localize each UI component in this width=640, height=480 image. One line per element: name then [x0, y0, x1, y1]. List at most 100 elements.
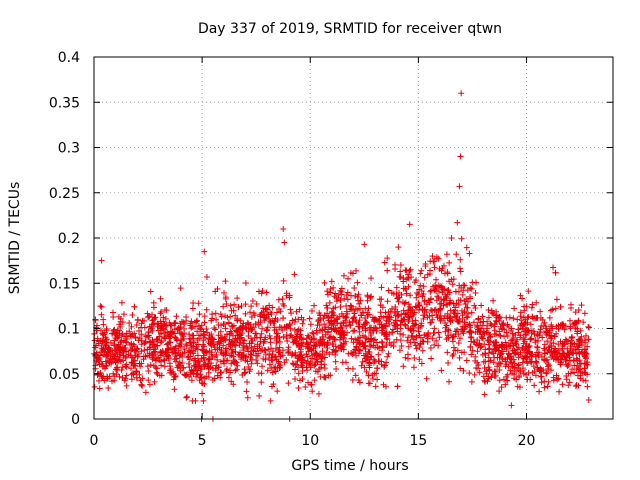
data-point — [260, 314, 267, 321]
data-point — [288, 332, 295, 339]
data-point — [317, 312, 324, 319]
data-point — [349, 318, 356, 325]
data-point — [415, 324, 422, 331]
data-point — [274, 333, 281, 340]
data-point — [218, 322, 225, 329]
data-point — [461, 349, 468, 356]
data-point — [468, 378, 475, 385]
data-point — [287, 306, 294, 313]
data-point — [367, 354, 374, 361]
data-point — [98, 345, 105, 352]
data-point — [478, 302, 485, 309]
data-point — [477, 319, 484, 326]
data-point — [240, 347, 247, 354]
data-point — [148, 311, 155, 318]
data-point — [113, 332, 120, 339]
data-point — [515, 354, 522, 361]
data-point — [110, 313, 117, 320]
data-point — [162, 315, 169, 322]
data-point — [292, 376, 299, 383]
data-point — [480, 373, 487, 380]
data-point — [503, 314, 510, 321]
data-point — [162, 329, 169, 336]
data-point — [498, 350, 505, 357]
data-point — [340, 272, 347, 279]
data-point — [244, 358, 251, 365]
data-point — [499, 344, 506, 351]
data-point — [117, 339, 124, 346]
data-point — [357, 312, 364, 319]
data-point — [575, 366, 582, 373]
data-point — [362, 345, 369, 352]
data-point — [445, 378, 452, 385]
data-point — [204, 362, 211, 369]
data-point — [447, 331, 454, 338]
data-point — [368, 353, 375, 360]
data-point — [474, 348, 481, 355]
data-point — [468, 351, 475, 358]
data-point — [397, 274, 404, 281]
data-point — [381, 362, 388, 369]
data-point — [440, 262, 447, 269]
data-point — [364, 297, 371, 304]
data-point — [307, 321, 314, 328]
data-point — [362, 327, 369, 334]
data-point — [448, 235, 455, 241]
data-point — [146, 313, 153, 320]
data-point — [212, 326, 219, 333]
data-point — [220, 357, 227, 364]
data-point — [354, 306, 361, 313]
data-point — [491, 354, 498, 361]
data-point — [530, 328, 537, 335]
data-point — [356, 328, 363, 335]
data-point — [519, 359, 526, 366]
data-point — [382, 309, 389, 316]
data-point — [243, 388, 250, 395]
data-point — [537, 373, 544, 380]
data-point — [346, 321, 353, 328]
data-point — [174, 364, 181, 371]
data-point — [551, 348, 558, 355]
data-point — [118, 366, 125, 373]
data-point — [201, 313, 208, 320]
data-point — [438, 367, 445, 374]
data-point — [500, 320, 507, 327]
data-point — [441, 285, 448, 292]
y-tick-label: 0.4 — [58, 50, 80, 66]
data-point — [218, 369, 225, 376]
data-point — [331, 312, 338, 319]
data-point — [367, 295, 374, 302]
data-point — [119, 344, 126, 351]
data-point — [442, 291, 449, 298]
data-point — [561, 326, 568, 333]
data-point — [190, 350, 197, 357]
data-point — [396, 347, 403, 354]
data-point — [178, 318, 185, 325]
data-point — [484, 337, 491, 344]
data-point — [405, 307, 412, 314]
data-point — [161, 321, 168, 328]
data-point — [452, 288, 459, 295]
data-point — [109, 347, 116, 354]
data-point — [264, 324, 271, 331]
data-point — [149, 354, 156, 361]
data-point — [463, 314, 470, 321]
data-point — [483, 368, 490, 375]
data-point — [166, 335, 173, 342]
data-point — [497, 360, 504, 367]
data-point — [555, 325, 562, 332]
data-point — [437, 305, 444, 312]
data-point — [233, 366, 240, 373]
data-point — [401, 316, 408, 323]
x-axis-label: GPS time / hours — [291, 458, 408, 474]
data-point — [285, 380, 292, 387]
data-point — [544, 338, 551, 345]
data-point — [581, 337, 588, 344]
data-point — [178, 330, 185, 337]
data-point — [350, 328, 357, 335]
data-point — [195, 322, 202, 329]
data-point — [243, 353, 250, 360]
data-point — [235, 304, 242, 311]
data-point — [323, 302, 330, 309]
data-point — [187, 335, 194, 342]
